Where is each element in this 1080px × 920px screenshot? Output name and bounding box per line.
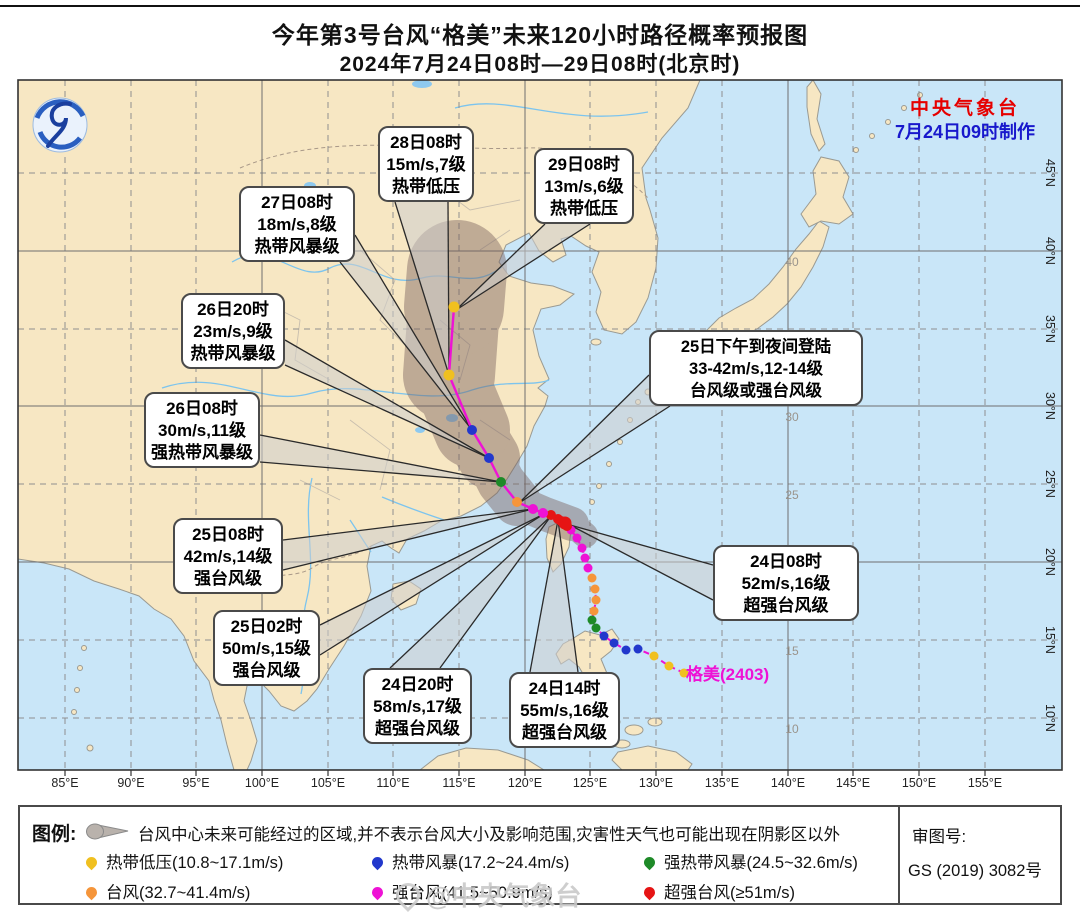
callout-28d08h: 28日08时 15m/s,7级 热带低压: [378, 126, 474, 202]
inner-lat-label: 15: [785, 644, 799, 658]
tropical-depression-icon: [83, 854, 100, 871]
typhoon-icon: [83, 884, 100, 901]
callout-26d20h: 26日20时 23m/s,9级 热带风暴级: [181, 293, 285, 369]
inner-lat-label: 30: [785, 410, 799, 424]
lon-label: 115°E: [442, 776, 476, 790]
lon-label: 95°E: [182, 776, 210, 790]
callout-25d08h: 25日08时 42m/s,14级 强台风级: [173, 518, 283, 594]
lon-label: 125°E: [572, 776, 608, 790]
cma-logo: [32, 97, 88, 153]
lat-label: 30°N: [1043, 392, 1057, 420]
callout-24d08h: 24日08时 52m/s,16级 超强台风级: [713, 545, 859, 621]
lat-label: 10°N: [1043, 704, 1057, 732]
agency-name: 中央气象台: [909, 98, 1020, 119]
lon-label: 140°E: [770, 776, 806, 790]
lon-label: 120°E: [507, 776, 543, 790]
callout-24d20h: 24日20时 58m/s,17级 超强台风级: [363, 668, 472, 744]
callout-29d08h: 29日08时 13m/s,6级 热带低压: [534, 148, 634, 224]
legend-item-sty: 强台风(41.5~50.9m/s): [369, 879, 553, 903]
country-borders: [239, 144, 649, 581]
legend-divider: [898, 807, 900, 903]
legend-item-super-ty: 超强台风(≥51m/s): [641, 879, 795, 903]
lon-label: 100°E: [244, 776, 280, 790]
sakhalin-island: [806, 80, 826, 152]
watermark: @中央气象台: [391, 876, 581, 913]
map-approval-number: GS (2019) 3082号: [908, 862, 1042, 880]
lat-label: 25°N: [1043, 470, 1057, 498]
page-title: 今年第3号台风“格美”未来120小时路径概率预报图: [271, 22, 809, 48]
lon-label: 155°E: [967, 776, 1003, 790]
inner-lat-label: 10: [785, 722, 799, 736]
lon-label: 110°E: [376, 776, 410, 790]
lon-label: 135°E: [704, 776, 740, 790]
lon-ticks: [64, 770, 986, 776]
callout-26d08h: 26日08时 30m/s,11级 强热带风暴级: [144, 392, 260, 468]
legend: 图例: 台风中心未来可能经过的区域,并不表示台风大小及影响范围,灾害性天气也可能…: [18, 805, 1062, 905]
top-border-line: [0, 5, 1080, 7]
severe-tropical-storm-icon: [641, 854, 658, 871]
tropical-storm-icon: [369, 854, 386, 871]
lat-label: 15°N: [1043, 626, 1057, 654]
page-subtitle: 2024年7月24日08时—29日08时(北京时): [339, 53, 741, 76]
lon-label: 85°E: [51, 776, 79, 790]
cone-legend-icon: [86, 823, 129, 840]
callout-landfall: 25日下午到夜间登陆 33-42m/s,12-14级 台风级或强台风级: [649, 330, 863, 406]
callout-27d08h: 27日08时 18m/s,8级 热带风暴级: [239, 186, 355, 262]
inner-lat-label: 25: [785, 488, 799, 502]
hokkaido-island: [800, 156, 854, 228]
legend-title: 图例:: [32, 824, 77, 845]
legend-item-ty: 台风(32.7~41.4m/s): [83, 879, 250, 903]
legend-item-sts: 强热带风暴(24.5~32.6m/s): [641, 849, 858, 873]
lon-label: 145°E: [835, 776, 871, 790]
mindanao-island: [611, 745, 693, 770]
storm-name-label: 格美(2403): [686, 665, 770, 684]
asia-mainland: [18, 80, 701, 770]
legend-item-ts: 热带风暴(17.2~24.4m/s): [369, 849, 569, 873]
legend-item-td: 热带低压(10.8~17.1m/s): [83, 849, 283, 873]
agency-issue-time: 7月24日09时制作: [894, 122, 1036, 142]
borneo-island: [419, 747, 545, 770]
callout-25d02h: 25日02时 50m/s,15级 强台风级: [213, 610, 320, 686]
lon-label: 105°E: [310, 776, 346, 790]
super-typhoon-icon: [641, 884, 658, 901]
lat-label: 20°N: [1043, 548, 1057, 576]
lon-label: 90°E: [117, 776, 145, 790]
severe-typhoon-icon: [369, 884, 386, 901]
lat-label: 45°N: [1043, 159, 1057, 187]
legend-cone-note: 台风中心未来可能经过的区域,并不表示台风大小及影响范围,灾害性天气也可能出现在阴…: [138, 826, 841, 844]
map-border: [17, 79, 1063, 771]
lon-label: 130°E: [638, 776, 674, 790]
lon-label: 150°E: [901, 776, 937, 790]
callout-24d14h: 24日14时 55m/s,16级 超强台风级: [509, 672, 620, 748]
inner-lat-label: 40: [785, 255, 799, 269]
leader-wedges: [259, 201, 714, 673]
watermark-swirl-icon: [391, 878, 425, 912]
track-points: [443, 301, 689, 678]
lat-label: 40°N: [1043, 237, 1057, 265]
map-approval-label: 审图号:: [912, 828, 967, 846]
lat-label: 35°N: [1043, 315, 1057, 343]
